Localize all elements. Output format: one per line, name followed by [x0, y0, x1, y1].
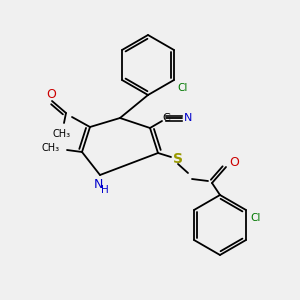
Text: Cl: Cl — [250, 213, 260, 223]
Text: C: C — [162, 113, 170, 123]
Text: S: S — [173, 152, 183, 166]
Text: H: H — [101, 185, 109, 195]
Text: N: N — [93, 178, 103, 191]
Text: N: N — [184, 113, 192, 123]
Text: Cl: Cl — [177, 83, 188, 93]
Text: CH₃: CH₃ — [53, 129, 71, 139]
Text: CH₃: CH₃ — [42, 143, 60, 153]
Text: O: O — [46, 88, 56, 101]
Text: O: O — [229, 157, 239, 169]
